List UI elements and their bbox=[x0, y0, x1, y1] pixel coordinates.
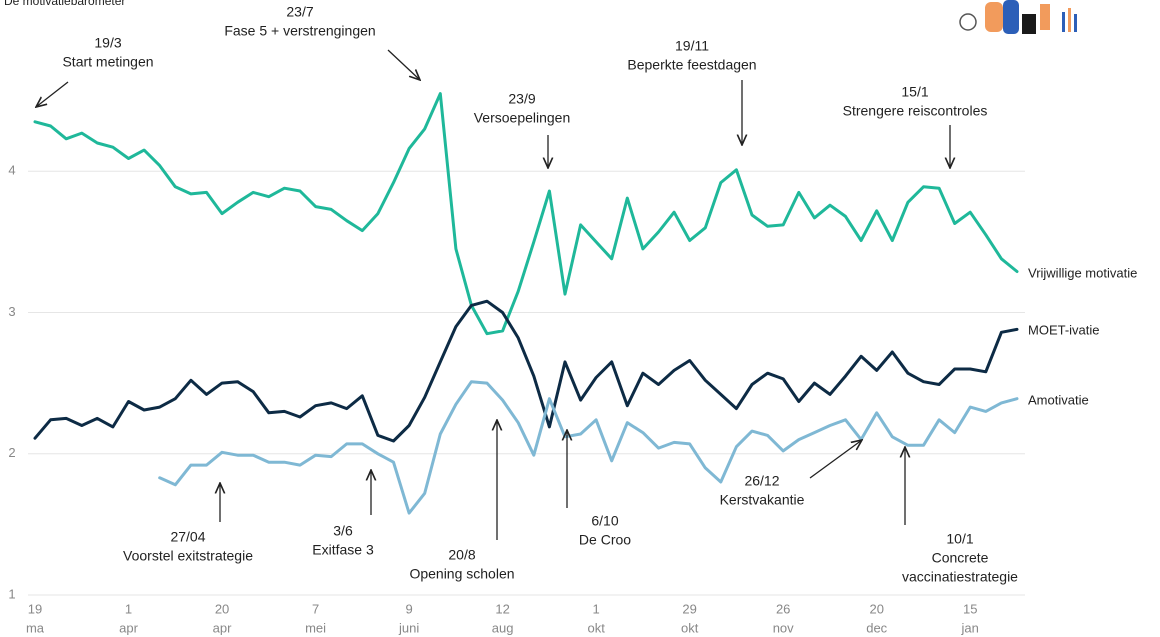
y-tick-label: 1 bbox=[8, 586, 15, 601]
annotation-text: 23/9 bbox=[508, 91, 535, 107]
annotation-text: Voorstel exitstrategie bbox=[123, 548, 253, 564]
x-tick-month: okt bbox=[681, 620, 699, 635]
annotation-text: 3/6 bbox=[333, 523, 353, 539]
annotation-text: Exitfase 3 bbox=[312, 542, 374, 558]
x-tick-month: apr bbox=[213, 620, 232, 635]
annotation-arrow bbox=[387, 49, 420, 80]
annotation-text: 20/8 bbox=[448, 547, 475, 563]
illustration bbox=[959, 0, 1077, 34]
x-tick-label: 20 bbox=[215, 601, 229, 616]
annotation-text: 19/3 bbox=[94, 35, 121, 51]
annotation-text: 26/12 bbox=[744, 473, 779, 489]
annotation-text: 23/7 bbox=[286, 4, 313, 20]
x-tick-month: mei bbox=[305, 620, 326, 635]
x-tick-label: 26 bbox=[776, 601, 790, 616]
y-tick-label: 4 bbox=[8, 163, 15, 178]
chart-title: De motivatiebarometer bbox=[4, 0, 125, 8]
annotation-text: De Croo bbox=[579, 532, 631, 548]
x-tick-month: okt bbox=[587, 620, 605, 635]
annotation-text: Versoepelingen bbox=[474, 110, 571, 126]
x-tick-month: aug bbox=[492, 620, 514, 635]
x-tick-month: dec bbox=[866, 620, 887, 635]
annotation-text: Fase 5 + verstrengingen bbox=[224, 23, 375, 39]
series-line bbox=[33, 299, 1019, 443]
x-tick-label: 9 bbox=[405, 601, 412, 616]
series-label: Vrijwillige motivatie bbox=[1028, 265, 1137, 280]
series-line bbox=[33, 92, 1019, 336]
x-tick-label: 29 bbox=[682, 601, 696, 616]
annotation-text: 6/10 bbox=[591, 513, 618, 529]
annotation-text: vaccinatiestrategie bbox=[902, 569, 1018, 585]
annotation-text: Kerstvakantie bbox=[720, 492, 805, 508]
annotation-text: 10/1 bbox=[946, 531, 973, 547]
x-tick-label: 12 bbox=[495, 601, 509, 616]
x-tick-month: ma bbox=[26, 620, 45, 635]
x-tick-month: nov bbox=[773, 620, 794, 635]
x-tick-label: 20 bbox=[869, 601, 883, 616]
annotation-text: 15/1 bbox=[901, 84, 928, 100]
series-label: MOET-ivatie bbox=[1028, 322, 1100, 337]
x-tick-label: 19 bbox=[28, 601, 42, 616]
x-tick-label: 1 bbox=[593, 601, 600, 616]
annotation-text: 19/11 bbox=[675, 38, 709, 54]
annotation-text: Strengere reiscontroles bbox=[843, 103, 988, 119]
annotation-text: Start metingen bbox=[62, 54, 153, 70]
series-line bbox=[158, 380, 1019, 515]
y-tick-label: 2 bbox=[8, 445, 15, 460]
annotation-text: Concrete bbox=[932, 550, 989, 566]
annotation-arrow bbox=[36, 81, 69, 107]
y-tick-label: 3 bbox=[8, 304, 15, 319]
x-tick-label: 15 bbox=[963, 601, 977, 616]
annotation-text: Beperkte feestdagen bbox=[627, 57, 756, 73]
x-tick-month: apr bbox=[119, 620, 138, 635]
x-tick-month: juni bbox=[398, 620, 419, 635]
annotation-text: Opening scholen bbox=[409, 566, 514, 582]
x-tick-month: jan bbox=[961, 620, 979, 635]
annotation-arrow bbox=[809, 440, 862, 479]
x-tick-label: 1 bbox=[125, 601, 132, 616]
annotation-text: 27/04 bbox=[170, 529, 205, 545]
x-tick-label: 7 bbox=[312, 601, 319, 616]
series-label: Amotivatie bbox=[1028, 392, 1089, 407]
